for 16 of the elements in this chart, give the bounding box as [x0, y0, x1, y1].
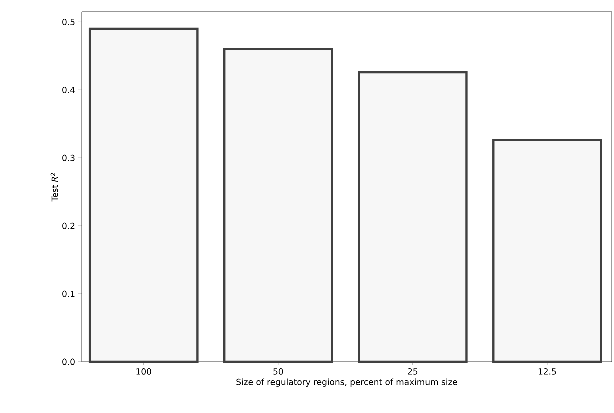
y-tick-label: 0.0: [62, 358, 75, 366]
x-tick-label: 12.5: [538, 368, 556, 375]
bar: [223, 48, 334, 364]
x-tick-label: 100: [136, 368, 152, 375]
y-tick-label: 0.5: [62, 18, 75, 26]
x-tick-label: 25: [408, 368, 418, 375]
bar: [88, 28, 199, 364]
y-tick-label: 0.2: [62, 222, 75, 230]
y-tick-label: 0.4: [62, 86, 75, 94]
y-tick-label: 0.1: [62, 290, 75, 298]
y-axis-title: Test R$^{2}$: [50, 173, 58, 202]
x-axis-title: Size of regulatory regions, percent of maximum size: [236, 378, 458, 387]
bar: [492, 139, 602, 364]
x-tick-label: 50: [274, 368, 284, 375]
y-tick-label: 0.3: [62, 154, 75, 162]
bar: [358, 71, 468, 364]
